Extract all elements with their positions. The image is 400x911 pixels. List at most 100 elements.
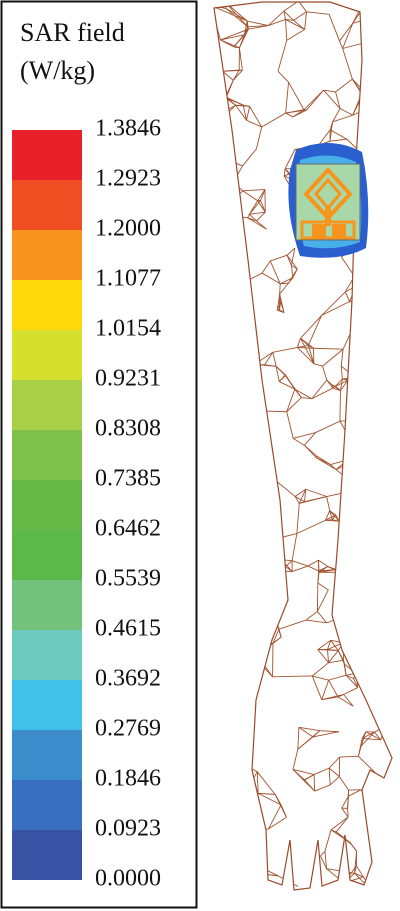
mesh-edge [379,33,383,48]
mesh-edge [240,771,258,801]
mesh-edge [317,589,329,612]
mesh-edge [327,640,332,650]
mesh-edge [233,825,240,834]
mesh-edge [338,521,346,544]
mesh-edge [232,440,234,462]
mesh-edge [388,50,392,54]
mesh-edge [349,440,352,464]
mesh-edge [313,767,330,775]
mesh-edge [261,581,279,590]
mesh-edge [373,146,381,165]
antenna [288,142,369,258]
mesh-edge [328,14,340,42]
mesh-edge [242,148,257,167]
mesh-edge [224,267,240,274]
mesh-edge [342,378,367,383]
mesh-edge [356,607,365,616]
mesh-edge [244,28,249,36]
mesh-edge [354,872,364,878]
mesh-edge [375,610,386,620]
mesh-edge [234,430,240,460]
mesh-edge [214,206,223,224]
mesh-edge [354,532,365,542]
mesh-edge [328,768,331,785]
mesh-edge [297,736,314,750]
mesh-edge [272,478,296,497]
mesh-edge [285,19,305,30]
mesh-edge [391,486,392,494]
mesh-edge [340,380,349,391]
mesh-edge [341,807,349,818]
mesh-edge [373,587,380,603]
mesh-edge [378,502,389,512]
mesh-edge [339,755,359,758]
mesh-edge [221,199,233,208]
mesh-edge [342,377,356,380]
mesh-edge [388,52,392,68]
mesh-edge [239,378,257,411]
mesh-edge [373,579,377,588]
mesh-edge [249,214,257,222]
mesh-edge [385,619,389,623]
mesh-edge [272,347,298,353]
mesh-edge [370,877,392,890]
mesh-edge [381,411,392,430]
mesh-edge [272,559,278,571]
mesh-edge [364,419,392,430]
mesh-edge [383,825,392,860]
mesh-edge [226,96,244,106]
mesh-edge [280,277,294,285]
mesh-edge [370,609,376,613]
mesh-edge [280,282,289,285]
mesh-edge [214,96,227,119]
mesh-edge [375,609,384,614]
mesh-edge [255,470,263,482]
mesh-edge [293,11,307,21]
mesh-edge [381,47,384,50]
mesh-edge [384,179,392,199]
mesh-edge [366,379,392,383]
mesh-edge [261,570,274,583]
mesh-edge [226,554,233,571]
mesh-edge [258,792,276,795]
mesh-edge [327,566,337,570]
mesh-edge [226,80,234,98]
mesh-edge [361,93,377,105]
mesh-edge [214,809,232,828]
colorbar-segment [12,330,82,380]
colorbar-label: 1.2923 [95,166,161,192]
mesh-edge [248,597,263,608]
mesh-edge [256,771,276,795]
mesh-edge [286,560,293,566]
mesh-edge [317,570,320,584]
mesh-edge [378,501,389,504]
mesh-edge [222,571,249,577]
mesh-edge [320,855,327,869]
mesh-edge [224,2,227,9]
mesh-edge [378,816,384,818]
mesh-edge [332,114,353,123]
colorbar-segment [12,730,82,780]
mesh-edge [249,487,268,507]
mesh-edge [375,243,392,262]
mesh-edge [248,25,269,30]
mesh-edge [294,488,307,497]
mesh-edge [292,769,315,776]
mesh-edge [214,809,215,829]
mesh-edge [370,579,377,593]
mesh-edge [215,155,234,183]
mesh-edge [238,47,243,71]
mesh-edge [286,29,305,41]
mesh-edge [262,597,275,615]
mesh-edge [262,607,275,615]
mesh-edge [229,276,238,292]
mesh-edge [383,720,386,727]
mesh-edge [377,801,384,818]
mesh-edge [317,639,331,650]
mesh-edge [275,365,286,376]
colorbar-label: 1.1077 [95,266,161,292]
mesh-edge [219,257,226,274]
mesh-edge [354,865,357,874]
mesh-edge [388,53,392,66]
legend-title: SAR field [20,18,125,47]
